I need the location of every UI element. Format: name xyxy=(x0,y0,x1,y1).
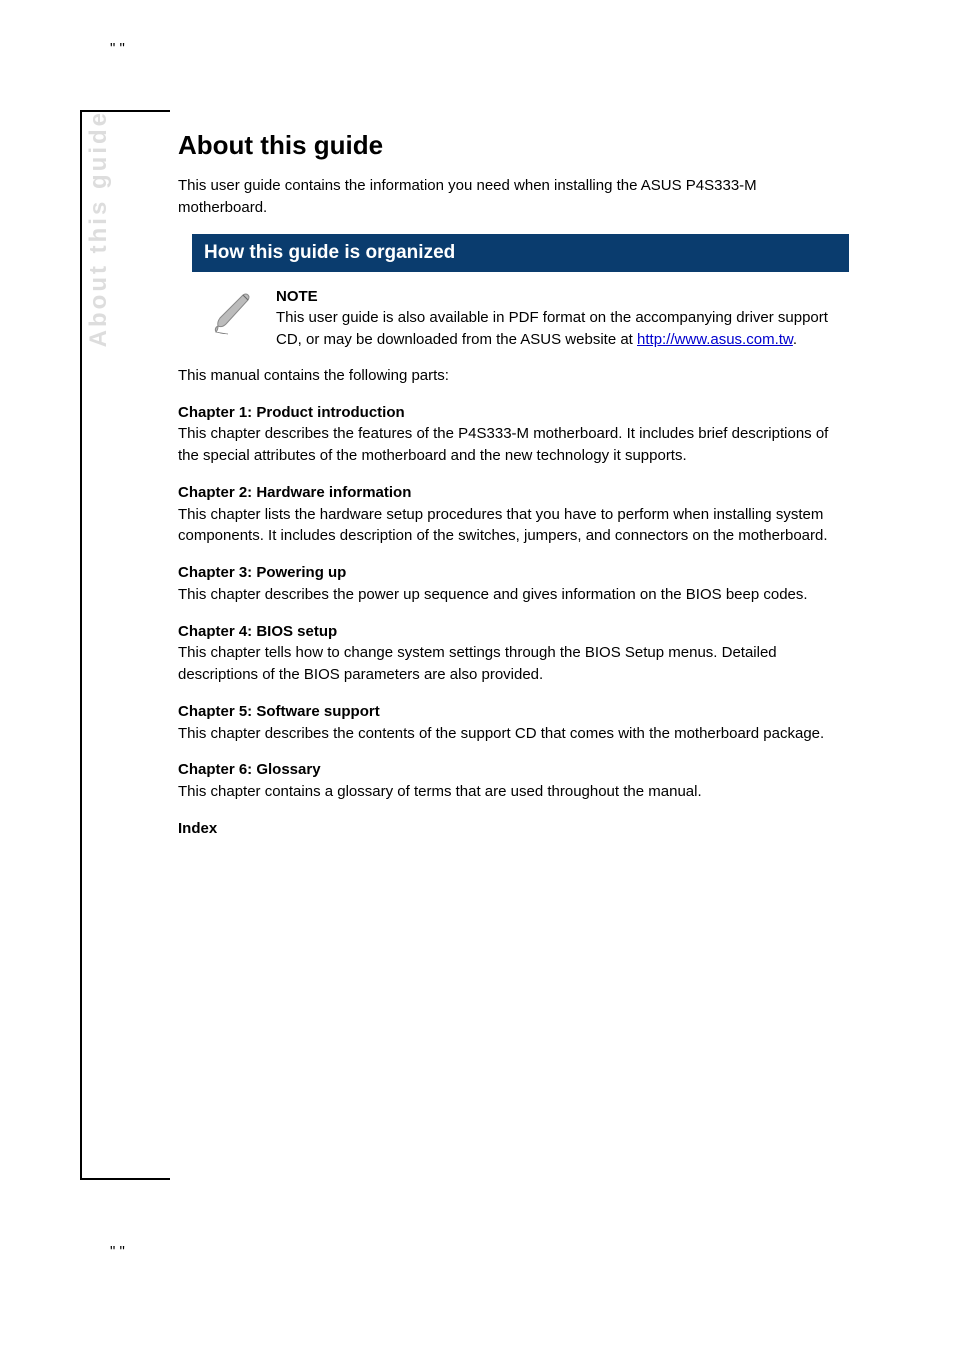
chapter-3-title: Chapter 3: Powering up xyxy=(178,564,346,581)
section-lead: This manual contains the following parts… xyxy=(178,365,849,387)
chapter-6-title: Chapter 6: Glossary xyxy=(178,761,321,778)
chapter-1: Chapter 1: Product introduction This cha… xyxy=(178,402,849,467)
section-heading-bar: How this guide is organized xyxy=(192,234,849,272)
note-label: NOTE xyxy=(276,288,318,305)
chapter-3-body: This chapter describes the power up sequ… xyxy=(178,586,808,603)
page-title: About this guide xyxy=(178,130,849,161)
chapter-5-body: This chapter describes the contents of t… xyxy=(178,725,824,742)
chapter-3: Chapter 3: Powering up This chapter desc… xyxy=(178,562,849,606)
chapter-2-title: Chapter 2: Hardware information xyxy=(178,484,411,501)
note-body-after: . xyxy=(793,331,797,348)
footer-text: " " xyxy=(110,1243,125,1260)
chapter-1-body: This chapter describes the features of t… xyxy=(178,425,828,464)
chapter-2: Chapter 2: Hardware information This cha… xyxy=(178,482,849,547)
asus-website-link[interactable]: http://www.asus.com.tw xyxy=(637,331,793,348)
chapter-4-title: Chapter 4: BIOS setup xyxy=(178,623,337,640)
intro-paragraph: This user guide contains the information… xyxy=(178,175,849,219)
document-page: " " About this guide About this guide Th… xyxy=(0,0,954,1350)
chapter-index-title: Index xyxy=(178,820,217,837)
decorative-bracket xyxy=(80,110,170,1180)
pen-icon xyxy=(208,290,258,340)
note-text: NOTE This user guide is also available i… xyxy=(276,286,849,351)
chapter-5-title: Chapter 5: Software support xyxy=(178,703,380,720)
chapter-index: Index xyxy=(178,818,849,840)
chapter-4-body: This chapter tells how to change system … xyxy=(178,644,777,683)
chapter-6: Chapter 6: Glossary This chapter contain… xyxy=(178,759,849,803)
chapter-1-title: Chapter 1: Product introduction xyxy=(178,404,405,421)
chapter-6-body: This chapter contains a glossary of term… xyxy=(178,783,702,800)
chapter-4: Chapter 4: BIOS setup This chapter tells… xyxy=(178,621,849,686)
header-text: " " xyxy=(110,40,125,57)
chapter-5: Chapter 5: Software support This chapter… xyxy=(178,701,849,745)
note-block: NOTE This user guide is also available i… xyxy=(208,286,849,351)
chapter-2-body: This chapter lists the hardware setup pr… xyxy=(178,506,828,545)
main-content: About this guide This user guide contain… xyxy=(178,110,849,855)
